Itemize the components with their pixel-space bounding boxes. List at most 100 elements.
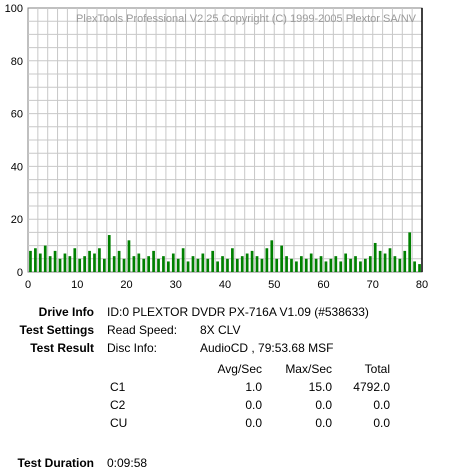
y-tick-label: 20 bbox=[11, 214, 23, 226]
test-result-label: Test Result bbox=[30, 341, 94, 355]
c1-bar bbox=[29, 250, 32, 272]
c1-bar bbox=[83, 256, 86, 272]
c1-bar bbox=[73, 248, 77, 272]
c1-bar bbox=[191, 256, 195, 272]
c1-bar bbox=[250, 250, 254, 272]
c1-bar bbox=[201, 253, 205, 272]
cu-max: 0.0 bbox=[315, 416, 332, 430]
c1-bar bbox=[38, 253, 42, 272]
c2-total: 0.0 bbox=[373, 398, 390, 412]
c1-bar bbox=[378, 250, 382, 272]
drive-info-label: Drive Info bbox=[38, 305, 94, 319]
c1-bar bbox=[418, 264, 421, 272]
c1-bar bbox=[98, 248, 101, 272]
c1-bar bbox=[349, 258, 352, 272]
c1-bar bbox=[319, 256, 323, 272]
read-speed-label: Read Speed: bbox=[107, 323, 178, 337]
x-tick-label: 0 bbox=[25, 279, 31, 291]
x-tick-label: 10 bbox=[71, 279, 83, 291]
c1-bar bbox=[171, 253, 175, 272]
c1-bar bbox=[53, 250, 57, 272]
c1-bar bbox=[403, 250, 407, 272]
drive-info-value: ID:0 PLEXTOR DVDR PX-716A V1.09 (#538633… bbox=[107, 305, 369, 319]
c1-bar bbox=[304, 258, 308, 272]
c1-bar bbox=[309, 253, 313, 272]
x-tick-label: 60 bbox=[317, 279, 329, 291]
c1-bar bbox=[58, 258, 62, 272]
c1-bar bbox=[48, 256, 52, 272]
c1-bar bbox=[324, 261, 328, 272]
c1-bar bbox=[235, 258, 239, 272]
c1-bar bbox=[34, 248, 37, 272]
c1-bar bbox=[132, 256, 136, 272]
c1-bar bbox=[206, 258, 210, 272]
x-tick-label: 40 bbox=[219, 279, 231, 291]
c1-bar bbox=[88, 250, 91, 272]
y-tick-label: 0 bbox=[17, 267, 23, 279]
c1-bar bbox=[275, 258, 279, 272]
c1-bar bbox=[157, 258, 160, 272]
c1-bar bbox=[147, 256, 151, 272]
x-tick-label: 70 bbox=[367, 279, 379, 291]
c1-bar bbox=[398, 258, 402, 272]
c1-error-chart: PlexTools Professional V2.25 Copyright (… bbox=[5, 3, 428, 291]
c1-bar bbox=[122, 258, 126, 272]
c2-avg: 0.0 bbox=[245, 398, 262, 412]
c1-bar bbox=[117, 250, 121, 272]
y-tick-label: 40 bbox=[11, 161, 23, 173]
c1-bar bbox=[152, 250, 155, 272]
y-axis-ticks: 0 20 40 60 80 100 bbox=[5, 3, 23, 279]
c1-bar bbox=[43, 245, 47, 272]
c1-max: 15.0 bbox=[308, 380, 332, 394]
c1-bar bbox=[364, 258, 367, 272]
c1-bar bbox=[388, 248, 392, 272]
c1-bar bbox=[196, 258, 200, 272]
x-tick-label: 30 bbox=[170, 279, 182, 291]
y-tick-label: 80 bbox=[11, 56, 23, 68]
c1-bar bbox=[295, 261, 298, 272]
c1-bar bbox=[112, 256, 116, 272]
y-tick-label: 100 bbox=[5, 3, 23, 15]
c1-bar bbox=[231, 248, 234, 272]
y-tick-label: 60 bbox=[11, 109, 23, 121]
c1-bar bbox=[221, 256, 224, 272]
x-tick-label: 20 bbox=[120, 279, 132, 291]
test-duration-value: 0:09:58 bbox=[107, 456, 148, 470]
c1-bar bbox=[260, 258, 264, 272]
c1-bar bbox=[290, 258, 293, 272]
cu-row-name: CU bbox=[110, 416, 128, 430]
c1-total: 4792.0 bbox=[353, 380, 390, 394]
c1-bar bbox=[255, 256, 259, 272]
c1-avg: 1.0 bbox=[245, 380, 262, 394]
c2-row-name: C2 bbox=[110, 398, 126, 412]
c1-bar bbox=[265, 248, 269, 272]
c1-bar bbox=[211, 250, 215, 272]
c1-bar bbox=[329, 258, 333, 272]
c1-bars bbox=[29, 232, 421, 272]
c1-bar bbox=[142, 258, 146, 272]
c1-bar bbox=[93, 253, 96, 272]
c1-bar bbox=[107, 235, 111, 272]
c1-bar bbox=[63, 253, 67, 272]
x-axis-ticks: 0 10 20 30 40 50 60 70 80 bbox=[25, 279, 428, 291]
c1-bar bbox=[299, 256, 303, 272]
c1-bar bbox=[354, 256, 357, 272]
x-tick-label: 80 bbox=[416, 279, 428, 291]
disc-info-label: Disc Info: bbox=[107, 341, 158, 355]
c1-bar bbox=[359, 261, 362, 272]
c1-bar bbox=[176, 258, 180, 272]
c1-bar bbox=[102, 258, 106, 272]
c1-bar bbox=[68, 256, 72, 272]
read-speed-value: 8X CLV bbox=[200, 323, 241, 337]
c1-bar bbox=[368, 256, 372, 272]
c1-bar bbox=[216, 261, 219, 272]
avg-sec-header: Avg/Sec bbox=[217, 362, 262, 376]
c1-bar bbox=[226, 258, 229, 272]
c1-bar bbox=[413, 261, 416, 272]
c1-bar bbox=[383, 253, 387, 272]
test-duration-label: Test Duration bbox=[17, 456, 94, 470]
cu-total: 0.0 bbox=[373, 416, 390, 430]
c1-bar bbox=[181, 248, 185, 272]
c1-bar bbox=[285, 256, 288, 272]
c1-bar bbox=[408, 232, 412, 272]
